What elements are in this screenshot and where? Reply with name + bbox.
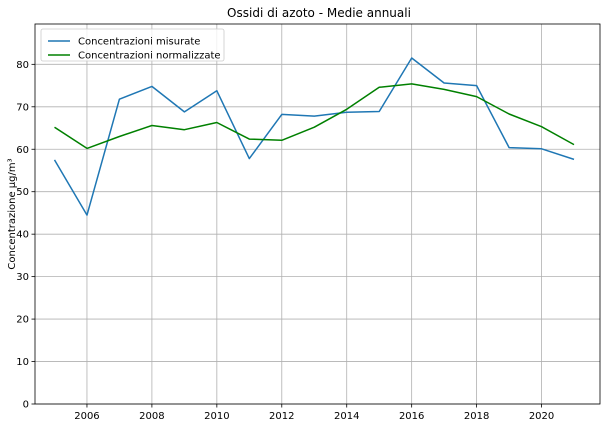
y-tick-label: 10: [16, 357, 29, 368]
legend-label-1: Concentrazioni misurate: [78, 37, 200, 48]
y-tick-label: 50: [16, 187, 29, 198]
y-tick-label: 40: [16, 230, 29, 241]
y-tick-label: 70: [16, 102, 29, 113]
axis-ticks: 2006 2008 2010 2012 2014 2016 2018 2020 0 10 20 30 4…: [16, 60, 554, 422]
y-tick-label: 20: [16, 315, 29, 326]
series-lines: [53, 57, 575, 216]
series-line-2: [54, 83, 575, 150]
plot-frame: [34, 23, 601, 405]
x-tick-label: 2012: [269, 411, 294, 422]
legend: Concentrazioni misurate Concentrazioni no…: [40, 28, 225, 62]
legend-box: [40, 28, 225, 62]
x-tick-label: 2014: [334, 411, 359, 422]
x-tick-label: 2010: [204, 411, 229, 422]
x-tick-label: 2016: [399, 411, 424, 422]
y-tick-label: 30: [16, 272, 29, 283]
series-line-1: [53, 57, 575, 216]
legend-label-2: Concentrazioni normalizzate: [78, 51, 221, 62]
chart-title: Ossidi di azoto - Medie annuali: [227, 6, 411, 20]
x-tick-label: 2006: [74, 411, 99, 422]
y-tick-label: 0: [23, 400, 29, 411]
x-tick-label: 2018: [464, 411, 489, 422]
x-tick-label: 2008: [139, 411, 164, 422]
grid: [35, 24, 600, 405]
y-axis-label: Concentrazione µg/m³: [7, 158, 18, 269]
x-tick-label: 2020: [529, 411, 554, 422]
y-tick-label: 60: [16, 145, 29, 156]
y-tick-label: 80: [16, 60, 29, 71]
